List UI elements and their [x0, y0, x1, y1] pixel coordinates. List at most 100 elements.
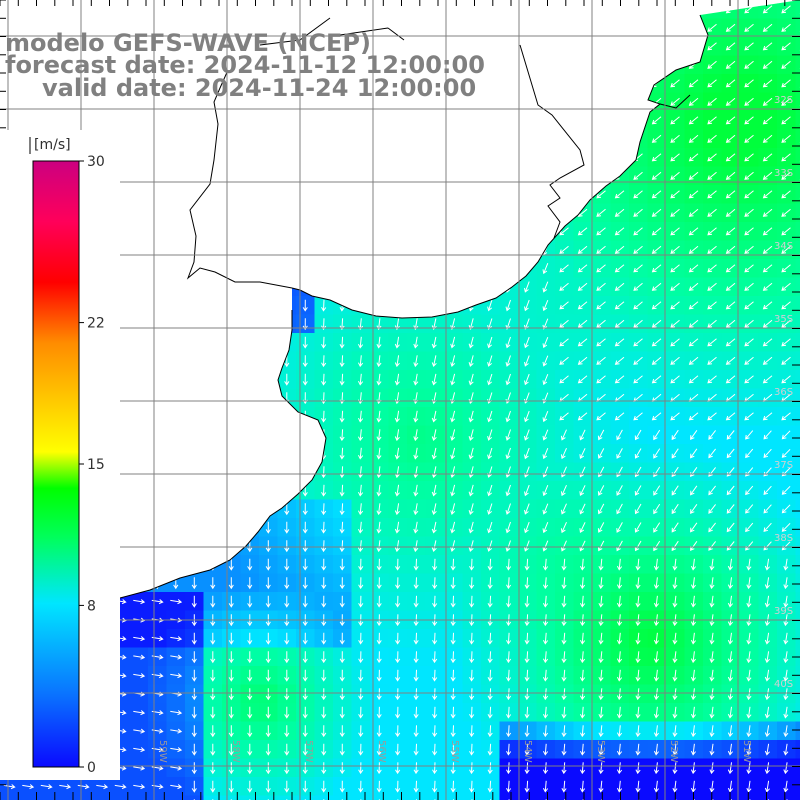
wind-arrow — [228, 780, 234, 793]
wind-arrow — [708, 430, 716, 440]
wind-arrow — [672, 762, 678, 775]
wind-arrow — [670, 338, 680, 347]
wind-arrow — [781, 79, 791, 88]
wind-arrow — [781, 356, 791, 365]
wind-arrow — [487, 651, 493, 664]
wind-arrow — [505, 336, 511, 349]
wind-arrow — [376, 503, 382, 516]
wind-arrow — [763, 522, 772, 532]
wind-speed-cell — [18, 795, 38, 800]
wind-arrow — [284, 651, 290, 664]
wind-arrow — [265, 669, 271, 682]
wind-arrow — [339, 355, 345, 368]
wind-arrow — [559, 301, 569, 310]
wind-arrow — [616, 743, 623, 756]
latitude-label: 40S — [774, 679, 793, 690]
wind-arrow — [357, 336, 364, 349]
wind-arrow — [376, 651, 382, 664]
wind-arrow — [726, 467, 735, 477]
wind-arrow — [247, 577, 253, 590]
wind-arrow — [170, 747, 183, 753]
longitude-label: 59W — [157, 740, 168, 763]
title-valid-date: valid date: 2024-11-24 12:00:00 — [42, 74, 476, 102]
wind-arrow — [614, 319, 625, 328]
wind-arrow — [339, 503, 345, 516]
wind-arrow — [321, 743, 327, 756]
wind-arrow — [170, 710, 183, 716]
wind-arrow — [651, 153, 662, 162]
wind-speed-cell — [795, 758, 800, 778]
longitude-label: 55W — [449, 740, 460, 763]
wind-arrow — [670, 190, 680, 199]
wind-arrow — [394, 521, 400, 534]
wind-arrow — [762, 338, 773, 347]
wind-arrow — [40, 784, 53, 790]
wind-arrow — [616, 429, 623, 441]
wind-arrow — [616, 540, 623, 552]
wind-speed-cell — [795, 18, 800, 38]
wind-arrow — [413, 336, 419, 349]
wind-arrow — [725, 60, 736, 69]
wind-arrow — [450, 558, 456, 571]
wind-arrow — [170, 728, 183, 734]
wind-arrow — [469, 558, 475, 571]
wind-arrow — [542, 429, 549, 441]
wind-arrow — [339, 521, 345, 534]
wind-arrow — [744, 301, 754, 310]
wind-arrow — [781, 42, 791, 51]
wind-arrow — [579, 540, 586, 552]
wind-arrow — [394, 373, 400, 386]
wind-speed-cell — [795, 296, 800, 316]
wind-speed-cell — [703, 795, 723, 800]
wind-arrow — [394, 429, 400, 442]
wind-arrow — [77, 784, 90, 790]
wind-arrow — [468, 503, 474, 515]
wind-arrow — [339, 762, 345, 775]
longitude-label: 53W — [595, 740, 606, 763]
wind-arrow — [469, 762, 475, 775]
wind-arrow — [616, 632, 623, 645]
wind-arrow — [376, 762, 382, 775]
wind-arrow — [450, 466, 456, 479]
wind-arrow — [413, 558, 419, 571]
wind-speed-cell — [0, 795, 20, 800]
wind-arrow — [633, 356, 643, 365]
wind-arrow — [191, 725, 197, 738]
wind-arrow — [577, 282, 588, 291]
wind-arrow — [284, 743, 290, 756]
wind-arrow — [577, 338, 588, 347]
wind-arrow — [672, 595, 678, 608]
wind-speed-cell — [795, 499, 800, 519]
wind-arrow — [542, 577, 549, 590]
wind-arrow — [228, 558, 234, 571]
wind-arrow — [707, 60, 717, 69]
wind-arrow — [376, 318, 382, 331]
wind-arrow — [468, 521, 474, 534]
wind-arrow — [598, 558, 604, 571]
wind-arrow — [670, 356, 680, 365]
wind-arrow — [764, 688, 770, 701]
wind-arrow — [709, 743, 715, 756]
wind-arrow — [727, 632, 733, 645]
wind-arrow — [487, 447, 493, 460]
wind-speed-cell — [573, 795, 593, 800]
wind-arrow — [432, 558, 438, 571]
wind-arrow — [746, 577, 752, 590]
wind-arrow — [783, 577, 789, 590]
wind-arrow — [339, 688, 345, 701]
wind-arrow — [450, 336, 456, 349]
wind-arrow — [561, 706, 567, 719]
wind-arrow — [633, 282, 643, 291]
wind-speed-cell — [222, 795, 242, 800]
wind-arrow — [339, 318, 345, 331]
wind-arrow — [376, 484, 382, 497]
wind-arrow — [746, 669, 752, 682]
wind-arrow — [321, 688, 327, 701]
wind-arrow — [688, 208, 699, 217]
wind-arrow — [597, 448, 605, 459]
wind-arrow — [727, 688, 733, 701]
wind-arrow — [431, 484, 437, 497]
wind-arrow — [210, 632, 216, 645]
wind-arrow — [670, 208, 680, 217]
wind-arrow — [357, 540, 364, 553]
